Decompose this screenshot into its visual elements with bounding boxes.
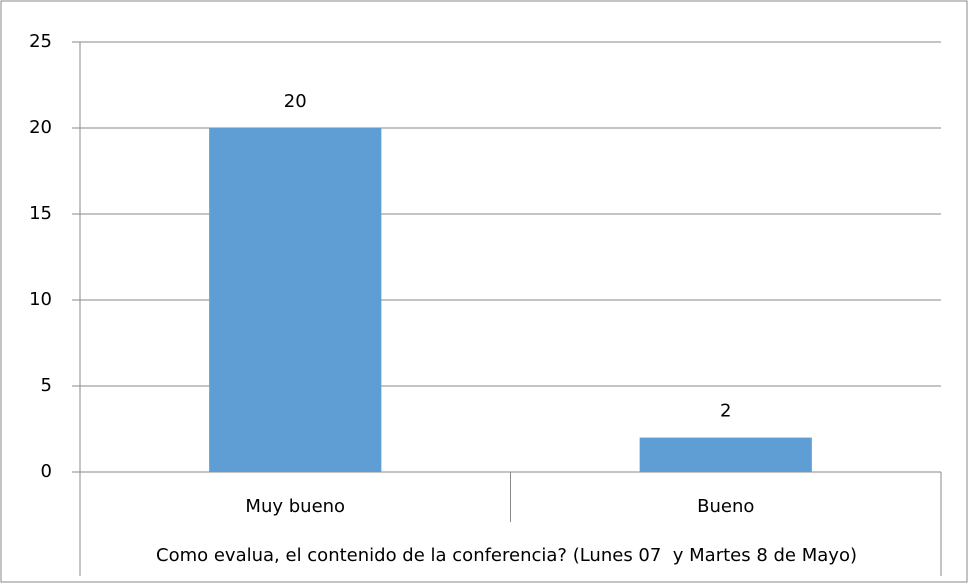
bar [209,128,382,472]
y-tick-label: 10 [29,289,52,310]
data-label: 20 [284,91,307,112]
x-tick-label: Bueno [697,496,754,517]
y-tick-label: 25 [29,31,52,52]
y-tick-label: 20 [29,117,52,138]
x-axis-title: Como evalua, el contenido de la conferen… [156,545,857,566]
bar [639,437,812,472]
x-tick-label: Muy bueno [245,496,345,517]
y-tick-label: 0 [41,461,52,482]
data-label: 2 [720,401,731,422]
y-tick-label: 5 [41,375,52,396]
y-tick-label: 15 [29,203,52,224]
